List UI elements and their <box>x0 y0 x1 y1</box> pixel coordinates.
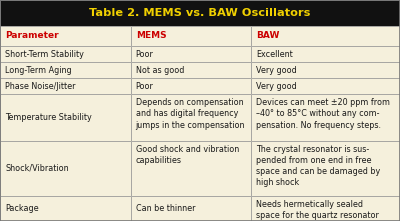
Text: Long-Term Aging: Long-Term Aging <box>5 66 72 75</box>
Bar <box>131 46 251 62</box>
Text: Phase Noise/Jitter: Phase Noise/Jitter <box>5 82 76 91</box>
Bar <box>251 78 400 94</box>
Bar <box>251 26 400 46</box>
Bar <box>0 78 131 94</box>
Bar <box>0 62 131 78</box>
Text: Package: Package <box>5 204 39 213</box>
Bar <box>251 141 400 196</box>
Bar <box>251 62 400 78</box>
Bar <box>131 94 251 141</box>
Bar <box>131 141 251 196</box>
Text: The crystal resonator is sus-
pended from one end in free
space and can be damag: The crystal resonator is sus- pended fro… <box>256 145 380 187</box>
Text: Devices can meet ±20 ppm from
–40° to 85°C without any com-
pensation. No freque: Devices can meet ±20 ppm from –40° to 85… <box>256 98 390 130</box>
Text: MEMS: MEMS <box>136 32 166 40</box>
Bar <box>0 94 131 141</box>
Bar <box>0 62 131 78</box>
Bar <box>131 196 251 221</box>
Bar <box>0 141 131 196</box>
Text: Very good: Very good <box>256 82 297 91</box>
Text: Parameter: Parameter <box>5 32 59 40</box>
Text: Very good: Very good <box>256 66 297 75</box>
Text: Can be thinner: Can be thinner <box>136 204 195 213</box>
Text: Poor: Poor <box>136 50 154 59</box>
Bar <box>251 46 400 62</box>
Bar <box>131 78 251 94</box>
Bar <box>251 62 400 78</box>
Text: Temperature Stability: Temperature Stability <box>5 113 92 122</box>
Bar <box>251 78 400 94</box>
Bar <box>131 62 251 78</box>
Bar <box>131 94 251 141</box>
Bar <box>251 26 400 46</box>
Text: Excellent: Excellent <box>256 50 293 59</box>
Text: Depends on compensation
and has digital frequency
jumps in the compensation: Depends on compensation and has digital … <box>136 98 245 130</box>
Bar <box>251 196 400 221</box>
Text: Shock/Vibration: Shock/Vibration <box>5 164 69 173</box>
Bar <box>251 196 400 221</box>
Bar <box>0 196 131 221</box>
Text: Not as good: Not as good <box>136 66 184 75</box>
Bar <box>0 46 131 62</box>
Bar <box>0 94 131 141</box>
Bar <box>0 196 131 221</box>
Bar <box>251 46 400 62</box>
Bar <box>0 78 131 94</box>
Bar <box>0 0 400 26</box>
Bar <box>0 0 400 26</box>
Text: Short-Term Stability: Short-Term Stability <box>5 50 84 59</box>
Bar <box>131 26 251 46</box>
Bar <box>251 141 400 196</box>
Bar <box>131 196 251 221</box>
Bar <box>131 141 251 196</box>
Bar <box>131 62 251 78</box>
Bar <box>0 46 131 62</box>
Bar <box>131 46 251 62</box>
Text: BAW: BAW <box>256 32 280 40</box>
Text: Poor: Poor <box>136 82 154 91</box>
Bar <box>0 26 131 46</box>
Text: Table 2. MEMS vs. BAW Oscillators: Table 2. MEMS vs. BAW Oscillators <box>89 8 311 18</box>
Bar <box>0 26 131 46</box>
Bar <box>251 94 400 141</box>
Text: Needs hermetically sealed
space for the quartz resonator: Needs hermetically sealed space for the … <box>256 200 379 220</box>
Text: Good shock and vibration
capabilities: Good shock and vibration capabilities <box>136 145 239 165</box>
Bar <box>0 141 131 196</box>
Bar <box>131 26 251 46</box>
Bar <box>131 78 251 94</box>
Bar <box>251 94 400 141</box>
